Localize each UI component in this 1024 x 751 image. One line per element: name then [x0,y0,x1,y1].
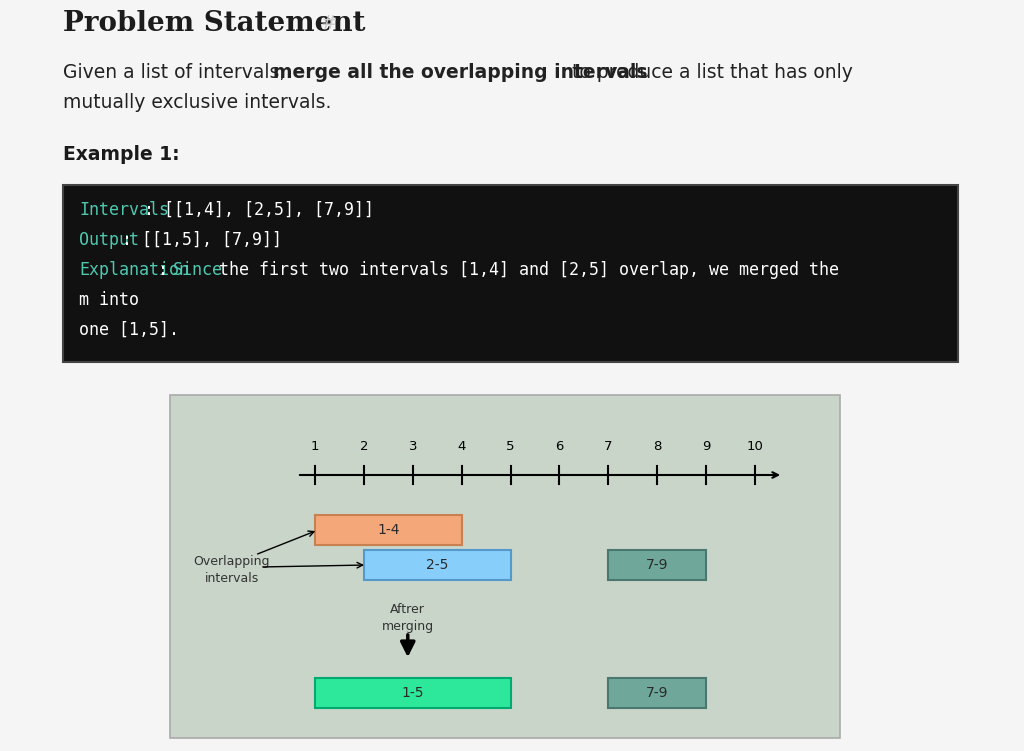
Text: to produce a list that has only: to produce a list that has only [565,63,852,82]
Bar [315,678,511,708]
Text: : [[1,4], [2,5], [7,9]]: : [[1,4], [2,5], [7,9]] [144,201,374,219]
Text: 6: 6 [555,440,563,453]
Bar [364,550,511,580]
Text: Intervals: Intervals [79,201,169,219]
Text: Explanation: Explanation [79,261,189,279]
Text: Aftrer
merging: Aftrer merging [382,603,434,633]
Text: Example 1:: Example 1: [63,145,179,164]
Text: mutually exclusive intervals.: mutually exclusive intervals. [63,93,332,112]
Text: 10: 10 [746,440,764,453]
Text: m into: m into [79,291,139,309]
Text: 9: 9 [701,440,711,453]
Bar [608,678,707,708]
Text: 1: 1 [310,440,319,453]
Text: Given a list of intervals,: Given a list of intervals, [63,63,292,82]
Text: 7: 7 [604,440,612,453]
Text: merge all the overlapping intervals: merge all the overlapping intervals [272,63,647,82]
Bar [63,185,958,362]
Text: #: # [321,14,337,33]
Text: 7-9: 7-9 [646,686,669,700]
Bar [170,395,840,738]
Text: : [[1,5], [7,9]]: : [[1,5], [7,9]] [122,231,283,249]
Text: 8: 8 [653,440,662,453]
Text: 2: 2 [359,440,369,453]
Text: Overlapping
intervals: Overlapping intervals [194,555,270,585]
Text: 5: 5 [506,440,515,453]
Text: Output: Output [79,231,139,249]
Text: one [1,5].: one [1,5]. [79,321,179,339]
Text: :: : [159,261,178,279]
Text: Since: Since [173,261,223,279]
Bar [315,515,462,545]
Text: 4: 4 [458,440,466,453]
Text: 3: 3 [409,440,417,453]
Text: 1-5: 1-5 [401,686,424,700]
Text: the first two intervals [1,4] and [2,5] overlap, we merged the: the first two intervals [1,4] and [2,5] … [209,261,839,279]
Text: 1-4: 1-4 [377,523,399,537]
Bar [608,550,707,580]
Text: Problem Statement: Problem Statement [63,10,366,37]
Text: 2-5: 2-5 [426,558,449,572]
Text: 7-9: 7-9 [646,558,669,572]
